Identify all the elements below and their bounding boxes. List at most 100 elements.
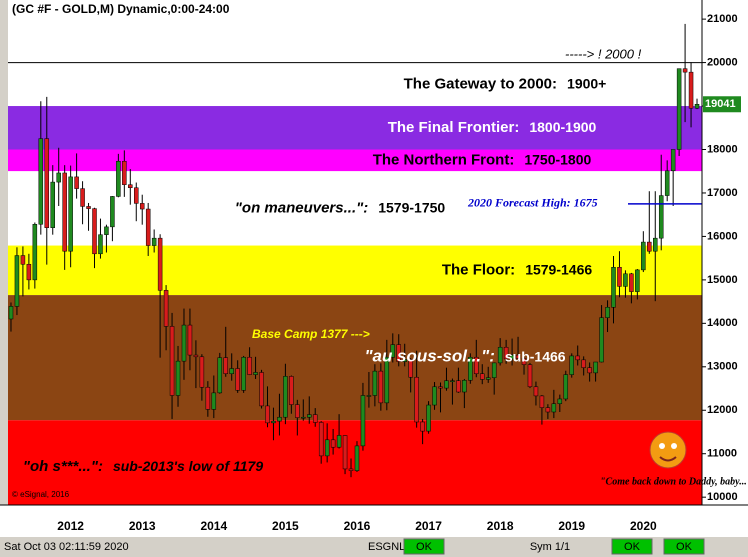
candle-body bbox=[569, 355, 574, 375]
candle-body bbox=[122, 160, 127, 185]
x-axis-bg bbox=[0, 505, 748, 537]
candle-body bbox=[402, 359, 407, 362]
candle-body bbox=[151, 237, 157, 246]
band bbox=[8, 295, 702, 421]
candle-body bbox=[14, 255, 20, 307]
candle-body bbox=[444, 380, 449, 389]
status-feed: ESGNL: bbox=[368, 541, 408, 553]
status-ok-text: OK bbox=[676, 541, 693, 553]
band-name: "au sous-sol...": bbox=[364, 347, 494, 366]
candle-body bbox=[647, 241, 652, 252]
candle-body bbox=[664, 170, 670, 196]
forecast-note: 2020 Forecast High: 1675 bbox=[467, 196, 598, 210]
candle-body bbox=[241, 356, 246, 391]
candle-body bbox=[503, 346, 509, 360]
candle-body bbox=[330, 439, 336, 448]
candle-body bbox=[32, 224, 38, 281]
candle-body bbox=[688, 71, 694, 109]
x-tick-label: 2013 bbox=[129, 519, 156, 533]
band bbox=[8, 245, 702, 296]
candle-body bbox=[50, 181, 55, 228]
y-tick-label: 21000 bbox=[707, 13, 738, 25]
candle-body bbox=[312, 414, 318, 423]
candle-body bbox=[205, 386, 211, 410]
candle-body bbox=[557, 398, 563, 404]
band-name: The Floor: bbox=[442, 261, 515, 278]
candle-body bbox=[193, 354, 199, 358]
candle-body bbox=[408, 359, 413, 378]
candle-body bbox=[98, 234, 103, 255]
candle-body bbox=[134, 187, 139, 204]
x-tick-label: 2018 bbox=[487, 519, 514, 533]
candle-body bbox=[545, 407, 551, 413]
band-name: The Final Frontier: bbox=[388, 119, 520, 136]
candle-body bbox=[450, 380, 455, 382]
x-tick-label: 2015 bbox=[272, 519, 299, 533]
band-name: "on maneuvers...": bbox=[235, 199, 368, 216]
band bbox=[8, 149, 702, 172]
candle-body bbox=[128, 184, 133, 188]
x-tick-label: 2019 bbox=[558, 519, 585, 533]
candle-body bbox=[635, 269, 640, 292]
band-label: The Final Frontier: 1800-1900 bbox=[388, 118, 597, 135]
candle-body bbox=[199, 356, 205, 388]
band bbox=[8, 62, 702, 107]
last-price-label: 19041 bbox=[705, 98, 736, 110]
candle-body bbox=[360, 395, 366, 447]
candle-body bbox=[187, 324, 193, 356]
candle-body bbox=[223, 357, 228, 375]
candle-body bbox=[366, 395, 372, 397]
candle-body bbox=[599, 317, 604, 363]
candle-body bbox=[641, 241, 646, 271]
candle-body bbox=[247, 356, 252, 375]
candle-body bbox=[253, 372, 258, 375]
band-range: 1800-1900 bbox=[529, 118, 596, 134]
candle-body bbox=[491, 362, 497, 378]
candle-body bbox=[20, 255, 26, 265]
band-range: sub-1466 bbox=[505, 348, 566, 364]
candle-body bbox=[169, 326, 175, 396]
band-label: "on maneuvers...": 1579-1750 bbox=[235, 199, 446, 216]
band-range: 1900+ bbox=[567, 75, 606, 91]
axis-bg bbox=[702, 0, 748, 505]
cartoon bbox=[649, 431, 687, 469]
copyright: © eSignal, 2016 bbox=[12, 490, 70, 499]
candle-body bbox=[80, 188, 85, 207]
candle-body bbox=[157, 237, 163, 291]
candle-body bbox=[539, 395, 545, 408]
status-time: Sat Oct 03 02:11:59 2020 bbox=[4, 541, 129, 553]
band-range: 1750-1800 bbox=[524, 151, 591, 167]
candle-body bbox=[217, 357, 223, 394]
band-label: The Northern Front: 1750-1800 bbox=[373, 151, 592, 168]
candle-body bbox=[474, 356, 479, 375]
cartoon-note: "Come back down to Daddy, baby..." bbox=[600, 476, 748, 487]
candle-body bbox=[396, 344, 401, 362]
candle-body bbox=[271, 420, 276, 424]
candle-body bbox=[426, 404, 431, 432]
candle-body bbox=[38, 138, 44, 225]
y-tick-label: 12000 bbox=[707, 404, 738, 416]
candle-body bbox=[605, 307, 610, 318]
candle-body bbox=[653, 237, 658, 252]
status-ok bbox=[663, 538, 705, 555]
status-ok bbox=[611, 538, 653, 555]
candle-body bbox=[587, 367, 592, 374]
candle-body bbox=[283, 376, 288, 418]
candle-body bbox=[181, 324, 187, 362]
candle-body bbox=[211, 392, 217, 410]
y-tick-label: 20000 bbox=[707, 56, 738, 68]
candle-body bbox=[658, 195, 664, 239]
band-label: The Gateway to 2000: 1900+ bbox=[404, 75, 607, 92]
candle-body bbox=[670, 149, 676, 172]
status-ok bbox=[403, 538, 445, 555]
x-tick-label: 2016 bbox=[344, 519, 371, 533]
x-tick-label: 2020 bbox=[630, 519, 657, 533]
candle-body bbox=[420, 421, 425, 432]
chart-title: (GC #F - GOLD,M) Dynamic,0:00-24:00 bbox=[12, 2, 230, 16]
x-tick-label: 2014 bbox=[200, 519, 227, 533]
status-bar bbox=[0, 537, 748, 557]
candle-body bbox=[8, 306, 14, 320]
status-symbol: Sym 1/1 bbox=[530, 541, 570, 553]
candle-body bbox=[163, 290, 169, 327]
y-tick-label: 10000 bbox=[707, 491, 738, 503]
